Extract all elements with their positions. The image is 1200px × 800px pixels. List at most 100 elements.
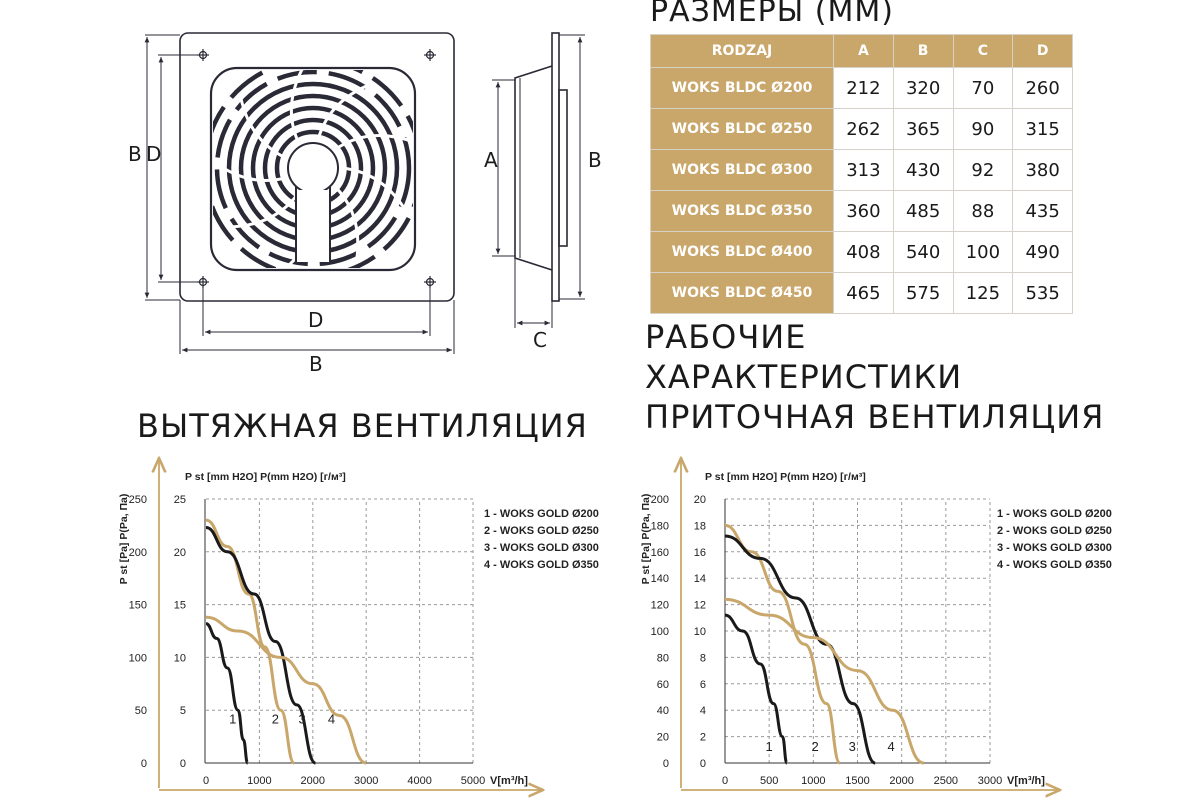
axes — [159, 458, 543, 790]
y-axis-title-outer: P st [Pa] P(Pa, Па) — [118, 494, 130, 585]
y-tick-label-mm: 20 — [694, 494, 706, 506]
x-tick-label: 1000 — [247, 775, 271, 787]
legend-entry: 3 - WOKS GOLD Ø300 — [484, 542, 599, 554]
curve-label: 4 — [887, 739, 894, 754]
table-row: WOKS BLDC Ø250 262 365 90 315 — [650, 108, 1073, 150]
dimensions-table: RODZAJ A B C D WOKS BLDC Ø200 212 320 70… — [650, 34, 1073, 314]
col-header-c: C — [952, 34, 1014, 68]
y-tick-label-mm: 18 — [694, 520, 706, 532]
value-a: 360 — [833, 190, 894, 232]
x-tick-label: 1000 — [801, 775, 825, 787]
axes — [681, 458, 1060, 790]
series-line-2 — [724, 523, 842, 765]
front-dimensions — [144, 34, 455, 354]
x-tick-label: 2500 — [934, 775, 958, 787]
fan-housing-profile — [514, 65, 553, 271]
col-header-rodzaj: RODZAJ — [650, 34, 834, 68]
series-line-3 — [724, 534, 876, 765]
value-c: 90 — [952, 108, 1014, 150]
model-cell: WOKS BLDC Ø200 — [650, 67, 834, 109]
curve-label: 2 — [272, 712, 279, 727]
series-line-4 — [205, 615, 367, 765]
curve-label: 2 — [811, 739, 818, 754]
value-b: 365 — [892, 108, 954, 150]
value-d: 315 — [1012, 108, 1073, 150]
table-row: WOKS BLDC Ø400 408 540 100 490 — [650, 231, 1073, 273]
dim-label-b-left: B — [128, 142, 142, 166]
series-line-3 — [205, 526, 317, 765]
model-cell: WOKS BLDC Ø250 — [650, 108, 834, 150]
y-tick-label-mm: 8 — [700, 652, 706, 664]
y-tick-label-mm: 2 — [700, 732, 706, 744]
col-header-b: B — [892, 34, 954, 68]
legend-entry: 1 - WOKS GOLD Ø200 — [997, 508, 1112, 520]
value-c: 70 — [952, 67, 1014, 109]
y-tick-label-mm: 4 — [700, 705, 706, 717]
grille-spoke — [316, 81, 375, 141]
value-b: 575 — [892, 272, 954, 314]
value-c: 125 — [952, 272, 1014, 314]
value-b: 320 — [892, 67, 954, 109]
y-tick-label-mm: 20 — [174, 547, 186, 559]
series-line-2 — [205, 518, 296, 765]
side-dimensions — [492, 34, 585, 328]
legend-entry: 2 - WOKS GOLD Ø250 — [484, 525, 599, 537]
table-row: WOKS BLDC Ø200 212 320 70 260 — [650, 67, 1073, 109]
x-tick-label: 2000 — [301, 775, 325, 787]
value-c: 100 — [952, 231, 1014, 273]
y-axis-title-inner: P st [mm H2O] P(mm H2O) [г/м³] — [705, 471, 866, 483]
fan-grille — [213, 70, 413, 268]
value-a: 408 — [833, 231, 894, 273]
dim-label-b-bottom: B — [309, 352, 323, 376]
model-cell: WOKS BLDC Ø400 — [650, 231, 834, 273]
y-tick-label-mm: 10 — [174, 652, 186, 664]
value-a: 313 — [833, 149, 894, 191]
side-view — [514, 32, 568, 302]
performance-title-line1: РАБОЧИЕ — [645, 318, 807, 356]
table-row: WOKS BLDC Ø350 360 485 88 435 — [650, 190, 1073, 232]
y-tick-label-pa: 50 — [135, 705, 147, 717]
y-tick-label-pa: 80 — [657, 652, 669, 664]
x-tick-label: 3000 — [978, 775, 1002, 787]
value-b: 430 — [892, 149, 954, 191]
exhaust-title: ВЫТЯЖНАЯ ВЕНТИЛЯЦИЯ — [137, 407, 588, 445]
table-header-row: RODZAJ A B C D — [650, 34, 1073, 68]
grille-spoke — [333, 184, 360, 265]
y-tick-label-pa: 0 — [663, 758, 669, 770]
y-tick-label-mm: 14 — [694, 573, 706, 585]
y-tick-label-pa: 20 — [657, 732, 669, 744]
dim-label-c: C — [533, 328, 547, 352]
grille-spoke — [213, 156, 288, 182]
dim-label-b-side: B — [588, 148, 602, 172]
mounting-holes — [197, 49, 436, 288]
supply-chart: 0204060801001201401601802000246810121416… — [640, 458, 1112, 790]
x-tick-label: 2000 — [889, 775, 913, 787]
y-tick-label-pa: 200 — [651, 494, 669, 506]
model-cell: WOKS BLDC Ø350 — [650, 190, 834, 232]
y-tick-label-mm: 0 — [700, 758, 706, 770]
value-a: 262 — [833, 108, 894, 150]
value-d: 435 — [1012, 190, 1073, 232]
x-tick-label: 4000 — [407, 775, 431, 787]
series-line-4 — [724, 597, 925, 765]
value-d: 535 — [1012, 272, 1073, 314]
y-tick-label-pa: 150 — [129, 600, 147, 612]
y-tick-label-pa: 200 — [129, 547, 147, 559]
y-tick-label-pa: 250 — [129, 494, 147, 506]
curve-label: 1 — [229, 712, 236, 727]
series-line-1 — [205, 622, 250, 765]
y-tick-label-pa: 140 — [651, 573, 669, 585]
grille-spoke — [226, 191, 301, 229]
dim-label-a: A — [484, 148, 498, 172]
dim-label-d-left: D — [146, 142, 162, 166]
legend-entry: 4 - WOKS GOLD Ø350 — [997, 559, 1112, 571]
x-tick-label: 5000 — [461, 775, 485, 787]
value-b: 540 — [892, 231, 954, 273]
y-tick-label-pa: 120 — [651, 600, 669, 612]
table-row: WOKS BLDC Ø450 465 575 125 535 — [650, 272, 1073, 314]
value-d: 260 — [1012, 67, 1073, 109]
legend-entry: 2 - WOKS GOLD Ø250 — [997, 525, 1112, 537]
y-tick-label-mm: 6 — [700, 679, 706, 691]
